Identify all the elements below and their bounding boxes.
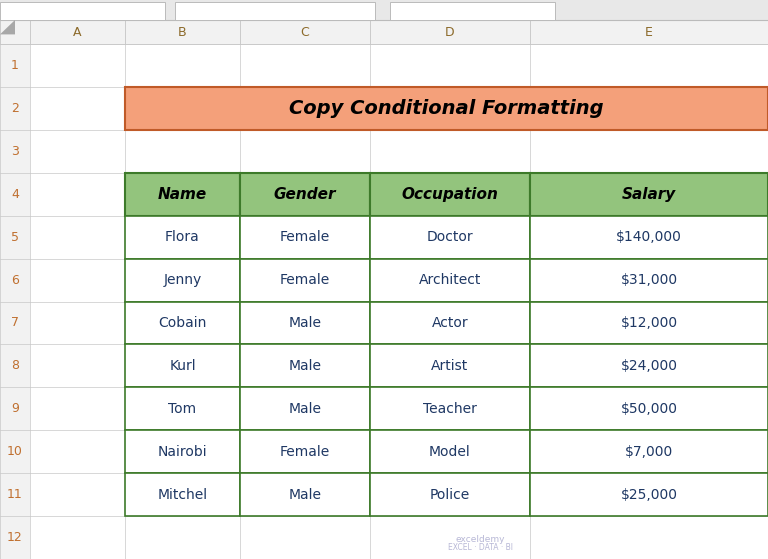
Bar xyxy=(370,173,530,216)
Bar xyxy=(175,2,375,20)
Text: Flora: Flora xyxy=(165,230,200,244)
Bar xyxy=(125,344,240,387)
Text: Cobain: Cobain xyxy=(158,316,207,330)
Text: Name: Name xyxy=(158,187,207,202)
Text: $7,000: $7,000 xyxy=(625,445,673,459)
Bar xyxy=(125,301,240,344)
Text: Artist: Artist xyxy=(432,359,468,373)
Bar xyxy=(240,430,370,473)
Text: Model: Model xyxy=(429,445,471,459)
Text: E: E xyxy=(645,26,653,39)
Text: Female: Female xyxy=(280,445,330,459)
Text: Copy Conditional Formatting: Copy Conditional Formatting xyxy=(290,99,604,118)
Bar xyxy=(370,387,530,430)
Bar xyxy=(370,473,530,516)
Bar xyxy=(240,216,370,259)
Bar xyxy=(370,216,530,259)
Bar xyxy=(0,2,165,20)
Text: 5: 5 xyxy=(11,231,19,244)
Bar xyxy=(240,301,370,344)
Bar xyxy=(0,0,768,20)
Text: exceldemy: exceldemy xyxy=(455,535,505,544)
Text: $31,000: $31,000 xyxy=(621,273,677,287)
Bar xyxy=(530,216,768,259)
Text: 4: 4 xyxy=(11,188,19,201)
Bar xyxy=(530,344,768,387)
Bar xyxy=(530,173,768,216)
Bar xyxy=(240,344,370,387)
Bar xyxy=(240,473,370,516)
Text: Occupation: Occupation xyxy=(402,187,498,202)
Text: Male: Male xyxy=(289,316,322,330)
Text: A: A xyxy=(73,26,81,39)
Text: Kurl: Kurl xyxy=(169,359,196,373)
Text: $25,000: $25,000 xyxy=(621,487,677,501)
Bar xyxy=(370,259,530,301)
Text: Female: Female xyxy=(280,273,330,287)
Text: Nairobi: Nairobi xyxy=(157,445,207,459)
Text: $24,000: $24,000 xyxy=(621,359,677,373)
Text: Female: Female xyxy=(280,230,330,244)
Bar xyxy=(240,173,370,216)
Text: Police: Police xyxy=(430,487,470,501)
Text: Actor: Actor xyxy=(432,316,468,330)
Bar xyxy=(125,473,240,516)
Text: $50,000: $50,000 xyxy=(621,402,677,416)
Text: 8: 8 xyxy=(11,359,19,372)
Bar xyxy=(125,259,240,301)
Text: Male: Male xyxy=(289,402,322,416)
Text: Salary: Salary xyxy=(622,187,676,202)
Bar xyxy=(125,87,768,130)
Text: Mitchel: Mitchel xyxy=(157,487,207,501)
Text: Teacher: Teacher xyxy=(423,402,477,416)
Bar xyxy=(125,430,240,473)
Text: Gender: Gender xyxy=(273,187,336,202)
Text: 2: 2 xyxy=(11,102,19,115)
Text: $140,000: $140,000 xyxy=(616,230,682,244)
Text: $12,000: $12,000 xyxy=(621,316,677,330)
Text: Jenny: Jenny xyxy=(164,273,202,287)
Text: EXCEL · DATA · BI: EXCEL · DATA · BI xyxy=(448,543,512,552)
Polygon shape xyxy=(0,20,15,35)
Bar xyxy=(125,173,240,216)
Bar xyxy=(390,2,555,20)
Text: Architect: Architect xyxy=(419,273,482,287)
Text: Tom: Tom xyxy=(168,402,197,416)
Bar xyxy=(0,44,30,559)
Text: B: B xyxy=(178,26,187,39)
Bar xyxy=(530,259,768,301)
Bar xyxy=(125,387,240,430)
Text: Male: Male xyxy=(289,359,322,373)
Text: D: D xyxy=(445,26,455,39)
Text: 11: 11 xyxy=(7,488,23,501)
Bar xyxy=(370,301,530,344)
Bar xyxy=(530,430,768,473)
Text: 7: 7 xyxy=(11,316,19,329)
Text: 6: 6 xyxy=(11,273,19,287)
Bar xyxy=(530,473,768,516)
Text: 3: 3 xyxy=(11,145,19,158)
Text: 1: 1 xyxy=(11,59,19,72)
Text: 10: 10 xyxy=(7,445,23,458)
Bar xyxy=(370,344,530,387)
Bar xyxy=(125,216,240,259)
Text: Doctor: Doctor xyxy=(427,230,473,244)
Bar xyxy=(530,301,768,344)
Bar xyxy=(240,387,370,430)
Text: 9: 9 xyxy=(11,402,19,415)
Bar xyxy=(370,430,530,473)
Bar xyxy=(240,259,370,301)
Text: 12: 12 xyxy=(7,531,23,544)
Text: Male: Male xyxy=(289,487,322,501)
Text: C: C xyxy=(300,26,310,39)
Bar xyxy=(530,387,768,430)
Bar xyxy=(0,20,768,44)
